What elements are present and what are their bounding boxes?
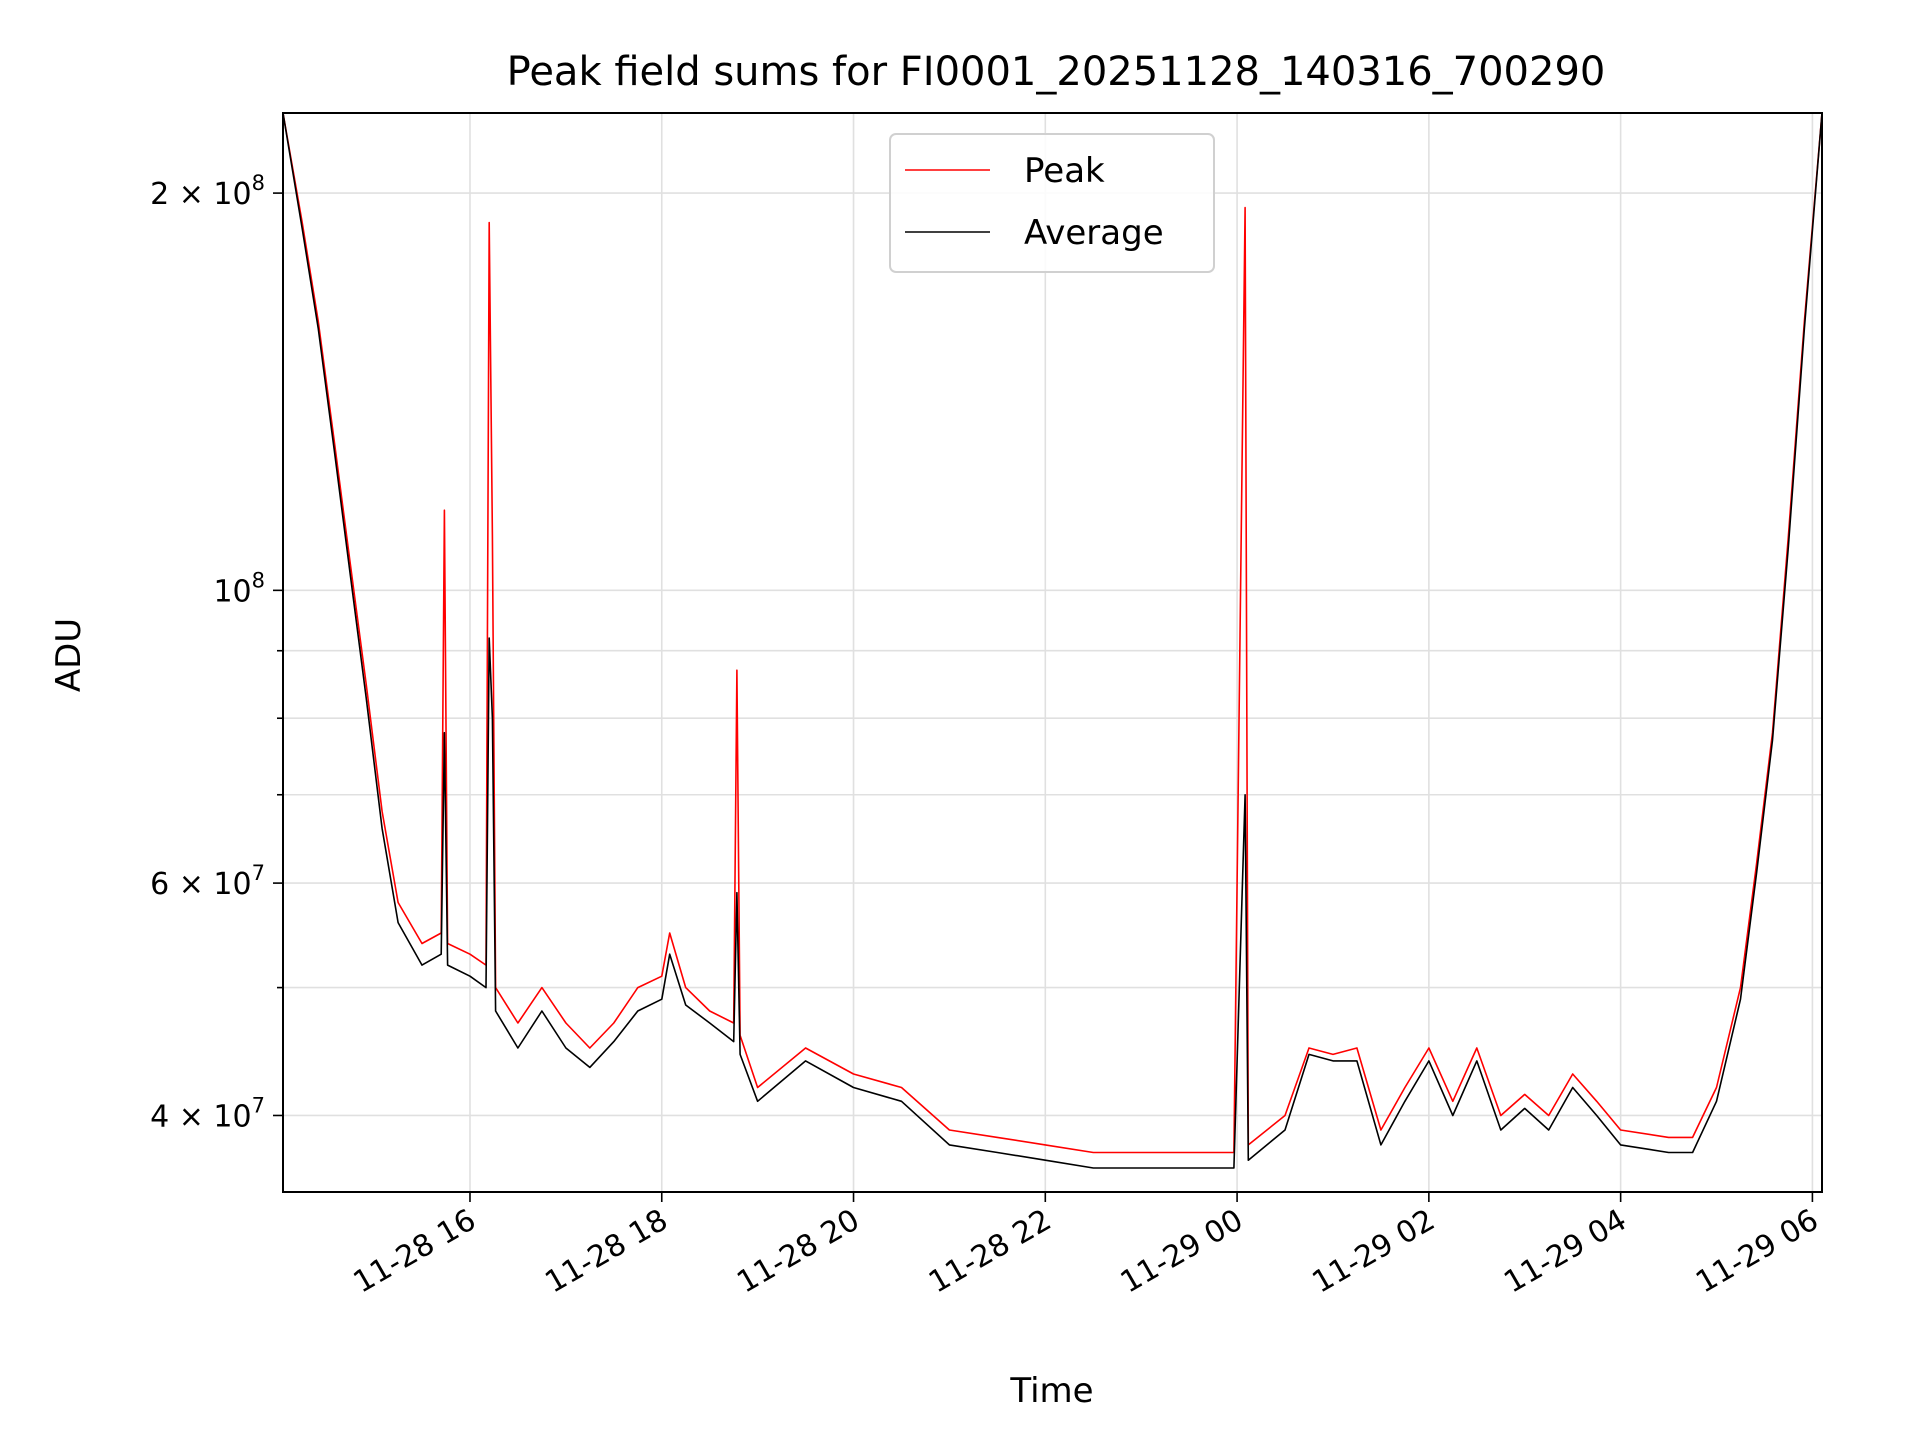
- legend-box: [889, 133, 1215, 273]
- y-axis-label: ADU: [49, 618, 89, 692]
- y-axis-ticks: 4 × 107 6 × 107 108 2 × 108: [150, 171, 283, 1134]
- y-tick-label: 108: [213, 568, 265, 609]
- series-line-average: [282, 112, 1823, 1169]
- legend-label-peak: Peak: [1024, 151, 1105, 191]
- legend-label-average: Average: [1024, 213, 1164, 253]
- legend: Peak Average: [889, 133, 1215, 273]
- plot-frame: [282, 112, 1823, 1193]
- chart-title: Peak field sums for FI0001_20251128_1403…: [507, 49, 1606, 95]
- y-tick-label: 6 × 107: [150, 861, 265, 902]
- series-group: [282, 112, 1823, 1169]
- grid: [283, 113, 1822, 1192]
- y-tick-label: 4 × 107: [150, 1093, 265, 1134]
- y-tick-label: 2 × 108: [150, 171, 265, 212]
- x-axis-label: Time: [1009, 1371, 1093, 1411]
